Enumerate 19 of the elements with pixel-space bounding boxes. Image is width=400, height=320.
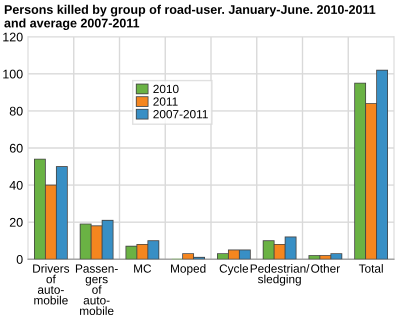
y-tick-label: 20 [10, 218, 23, 227]
y-tick-label: 120 [3, 32, 23, 42]
x-tick-label: Moped [171, 264, 206, 276]
chart-title: Persons killed by group of road-user. January-June. 2010-2011 and average 2007-2011 [4, 4, 376, 30]
x-tick-label: Drivers of auto- mobile [33, 264, 70, 304]
legend-label: 2010 [153, 84, 179, 94]
y-tick-label: 100 [3, 70, 23, 79]
x-tick-label: Total [358, 264, 383, 273]
x-tick-label: Other [311, 264, 340, 273]
legend-label: 2011 [153, 97, 178, 106]
y-tick-label: 80 [10, 106, 23, 116]
y-tick-label: 0 [16, 255, 23, 264]
x-tick-label: Passen- gers of auto- mobile [76, 264, 118, 316]
x-tick-label: MC [134, 264, 152, 273]
y-tick-label: 40 [10, 180, 23, 190]
legend-label: 2007-2011 [153, 110, 208, 118]
y-tick-label: 60 [10, 144, 23, 153]
x-tick-label: Cycle [220, 264, 248, 276]
x-tick-label: Pedestrian/ sledging [250, 264, 310, 286]
